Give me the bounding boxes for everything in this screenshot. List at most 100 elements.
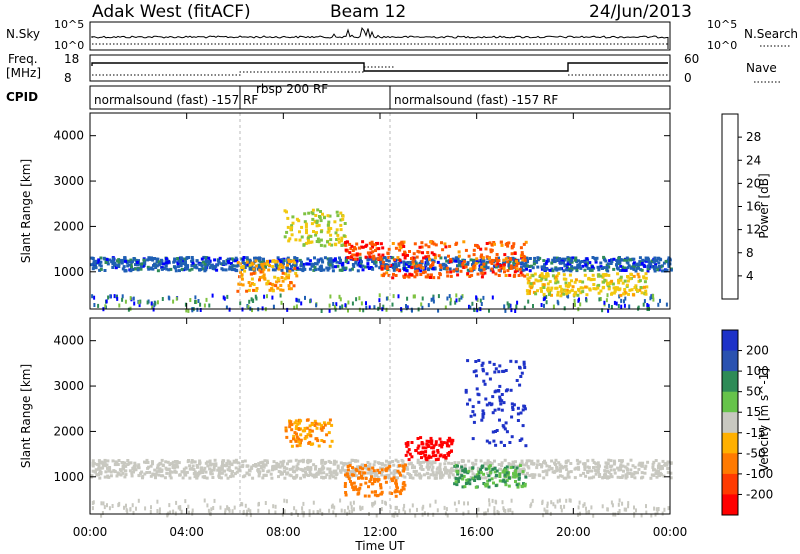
- heatmap-cell: [593, 468, 597, 472]
- heatmap-cell: [394, 488, 398, 492]
- heatmap-cell: [457, 263, 461, 267]
- heatmap-cell: [147, 256, 151, 260]
- heatmap-cell: [355, 469, 359, 473]
- heatmap-cell: [228, 462, 232, 466]
- heatmap-cell: [407, 462, 411, 466]
- heatmap-cell: [617, 304, 620, 308]
- heatmap-cell: [522, 268, 526, 272]
- heatmap-cell: [169, 476, 173, 480]
- heatmap-cell: [404, 453, 408, 457]
- heatmap-cell: [461, 469, 465, 473]
- heatmap-cell: [522, 362, 526, 366]
- heatmap-cell: [479, 255, 483, 259]
- heatmap-cell: [487, 256, 491, 260]
- heatmap-cell: [294, 238, 298, 242]
- heatmap-cell: [635, 508, 637, 513]
- heatmap-cell: [354, 459, 358, 463]
- heatmap-cell: [515, 466, 519, 470]
- heatmap-cell: [403, 483, 407, 487]
- heatmap-cell: [208, 467, 212, 471]
- heatmap-cell: [99, 260, 103, 264]
- heatmap-cell: [302, 513, 305, 518]
- heatmap-cell: [588, 267, 592, 271]
- heatmap-cell: [585, 510, 588, 515]
- heatmap-cell: [483, 476, 487, 480]
- heatmap-cell: [292, 284, 296, 288]
- heatmap-cell: [305, 228, 308, 232]
- heatmap-cell: [655, 507, 658, 512]
- heatmap-cell: [414, 473, 418, 477]
- heatmap-cell: [198, 462, 201, 466]
- heatmap-cell: [597, 268, 601, 272]
- heatmap-cell: [402, 275, 406, 279]
- heatmap-cell: [615, 263, 619, 267]
- heatmap-cell: [493, 506, 496, 511]
- nsky-trace: [91, 26, 669, 49]
- heatmap-cell: [482, 267, 486, 271]
- heatmap-cell: [319, 508, 322, 513]
- heatmap-cell: [240, 277, 244, 281]
- heatmap-cell: [94, 468, 98, 472]
- heatmap-cell: [543, 303, 545, 308]
- heatmap-cell: [95, 462, 99, 466]
- heatmap-cell: [443, 242, 447, 246]
- heatmap-cell: [203, 269, 207, 273]
- heatmap-cell: [608, 259, 612, 263]
- heatmap-cell: [488, 377, 492, 381]
- heatmap-cell: [504, 257, 508, 261]
- heatmap-cell: [603, 476, 606, 479]
- heatmap-cell: [432, 444, 436, 448]
- heatmap-cell: [423, 511, 426, 516]
- heatmap-cell: [308, 267, 312, 271]
- heatmap-cell: [375, 478, 379, 481]
- heatmap-cell: [386, 466, 390, 470]
- heatmap-cell: [566, 268, 570, 272]
- heatmap-cell: [479, 468, 483, 472]
- heatmap-cell: [405, 262, 408, 266]
- heatmap-cell: [625, 507, 628, 512]
- heatmap-cell: [369, 247, 373, 251]
- heatmap-cell: [485, 372, 489, 376]
- heatmap-cell: [427, 476, 430, 480]
- heatmap-cell: [344, 462, 348, 466]
- heatmap-cell: [546, 282, 550, 286]
- heatmap-cell: [627, 504, 630, 509]
- heatmap-cell: [615, 259, 619, 263]
- heatmap-cell: [546, 509, 549, 514]
- heatmap-cell: [334, 243, 338, 247]
- heatmap-cell: [619, 468, 623, 472]
- heatmap-cell: [487, 508, 489, 513]
- heatmap-cell: [630, 474, 634, 478]
- heatmap-cell: [277, 475, 280, 479]
- heatmap-cell: [269, 472, 273, 476]
- heatmap-cell: [169, 267, 173, 271]
- heatmap-cell: [488, 260, 492, 264]
- heatmap-cell: [298, 258, 302, 262]
- heatmap-cell: [483, 462, 487, 466]
- heatmap-cell: [340, 239, 343, 243]
- heatmap-cell: [299, 476, 303, 480]
- heatmap-cell: [454, 466, 458, 470]
- heatmap-cell: [160, 469, 164, 473]
- heatmap-cell: [123, 257, 127, 261]
- heatmap-cell: [610, 464, 614, 468]
- heatmap-cell: [263, 277, 267, 281]
- heatmap-cell: [514, 472, 517, 476]
- heatmap-cell: [652, 297, 655, 302]
- x-axis-label: Time UT: [354, 539, 405, 553]
- heatmap-cell: [119, 260, 123, 264]
- heatmap-cell: [279, 288, 283, 292]
- heatmap-cell: [482, 472, 486, 476]
- heatmap-cell: [191, 261, 195, 265]
- heatmap-cell: [265, 459, 269, 463]
- heatmap-cell: [518, 464, 522, 468]
- heatmap-cell: [392, 268, 396, 272]
- heatmap-cell: [418, 472, 421, 476]
- heatmap-cell: [493, 408, 497, 412]
- heatmap-cell: [619, 258, 623, 262]
- heatmap-cell: [514, 480, 517, 483]
- heatmap-cell: [447, 461, 451, 465]
- heatmap-cell: [394, 511, 397, 516]
- heatmap-cell: [657, 507, 660, 511]
- heatmap-cell: [378, 298, 381, 303]
